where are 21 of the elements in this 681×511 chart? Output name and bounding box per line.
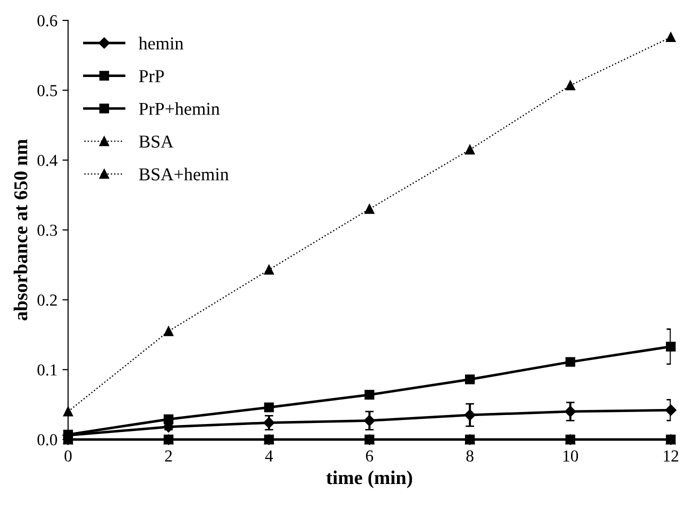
legend-label: BSA — [139, 136, 174, 148]
y-tick-label: 0.5 — [37, 84, 58, 96]
y-tick-label: 0.1 — [37, 364, 57, 376]
x-tick-label: 0 — [64, 450, 72, 462]
x-tick-label: 8 — [466, 450, 474, 462]
legend-label: BSA+hemin — [139, 168, 229, 180]
y-tick-label: 0.0 — [37, 434, 58, 446]
x-tick-label: 2 — [165, 450, 172, 462]
x-axis-title: time (min) — [326, 470, 412, 488]
legend-label: PrP+hemin — [139, 102, 220, 115]
y-tick-label: 0.2 — [37, 294, 57, 306]
x-tick-label: 6 — [366, 450, 374, 462]
y-tick-label: 0.4 — [37, 154, 58, 166]
y-tick-label: 0.3 — [37, 224, 58, 236]
x-tick-label: 4 — [265, 450, 273, 462]
x-tick-label: 12 — [664, 450, 678, 462]
legend-label: PrP — [139, 70, 164, 82]
x-tick-label: 10 — [563, 450, 578, 462]
legend-label: hemin — [138, 36, 184, 50]
y-axis-title: absorbance at 650 nm — [14, 139, 28, 320]
y-tick-label: 0.6 — [37, 15, 58, 26]
